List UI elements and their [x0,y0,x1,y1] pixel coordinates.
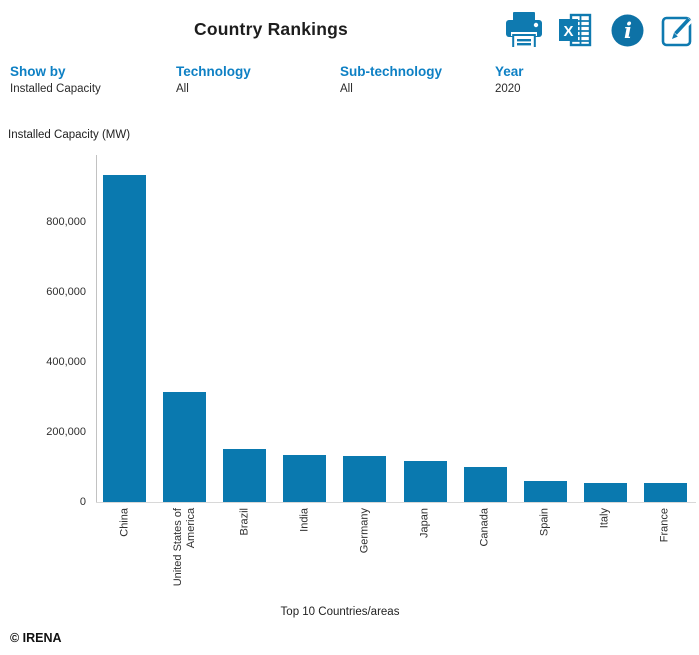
bar-china[interactable] [103,175,146,502]
bar-japan[interactable] [404,461,447,502]
page-title: Country Rankings [0,19,542,40]
excel-icon: X [559,12,593,48]
bar-india[interactable] [283,455,326,502]
x-axis-label: Canada [479,508,492,547]
x-axis-label-slot: India [275,508,335,620]
bar-brazil[interactable] [223,449,266,502]
y-tick-label: 0 [24,495,86,509]
filter-show-by-select[interactable]: Installed Capacity [10,82,101,96]
filter-year-select[interactable]: 2020 [495,82,524,96]
x-axis-label: China [118,508,131,537]
y-axis-title: Installed Capacity (MW) [8,129,130,141]
x-axis-label: Germany [358,508,371,553]
x-axis-label-slot: United States of America [155,508,215,620]
x-axis-line [96,502,696,503]
edit-icon [661,13,696,48]
x-axis-label: United States of America [172,508,198,586]
filter-show-by-label: Show by [10,64,101,80]
y-tick-label: 800,000 [24,215,86,229]
excel-export-button[interactable]: X [556,11,596,49]
x-axis-label-slot: Brazil [215,508,275,620]
filter-year: Year 2020 [495,64,524,96]
filter-year-label: Year [495,64,524,80]
filter-sub-technology-label: Sub-technology [340,64,442,80]
x-axis-title: Top 10 Countries/areas [0,606,680,618]
bar-spain[interactable] [524,481,567,502]
bar-france[interactable] [644,483,687,502]
toolbar: X i [504,11,699,49]
x-axis-label: Italy [599,508,612,528]
y-tick-label: 600,000 [24,285,86,299]
filter-technology-label: Technology [176,64,251,80]
country-rankings-page: Country Rankings [0,0,699,655]
print-button[interactable] [504,11,544,49]
filter-technology-select[interactable]: All [176,82,251,96]
info-button[interactable]: i [607,11,647,49]
bar-italy[interactable] [584,483,627,502]
filter-sub-technology: Sub-technology All [340,64,442,96]
x-axis-label-slot: Japan [395,508,455,620]
y-tick-label: 400,000 [24,355,86,369]
x-axis-label-slot: Spain [515,508,575,620]
x-axis-label-slot: Germany [335,508,395,620]
x-axis-label-slot: Canada [455,508,515,620]
filter-technology: Technology All [176,64,251,96]
x-axis-label-slot: France [635,508,695,620]
excel-x-glyph: X [563,23,573,40]
bar-canada[interactable] [464,467,507,502]
bar-united-states-of-america[interactable] [163,392,206,502]
x-axis-label-slot: Italy [575,508,635,620]
printer-icon [504,12,544,48]
copyright-text: © IRENA [10,631,62,645]
edit-button[interactable] [659,11,699,49]
x-axis-label: France [659,508,672,542]
x-axis-label: Spain [539,508,552,536]
bar-germany[interactable] [343,456,386,502]
x-axis-label: Japan [419,508,432,538]
filter-sub-technology-select[interactable]: All [340,82,442,96]
y-axis-line [96,155,97,502]
filter-show-by: Show by Installed Capacity [10,64,101,96]
info-i-glyph: i [624,18,632,43]
x-axis-label: India [298,508,311,532]
x-axis-label: Brazil [238,508,251,536]
info-icon: i [611,14,644,47]
y-tick-label: 200,000 [24,425,86,439]
x-axis-label-slot: China [95,508,155,620]
